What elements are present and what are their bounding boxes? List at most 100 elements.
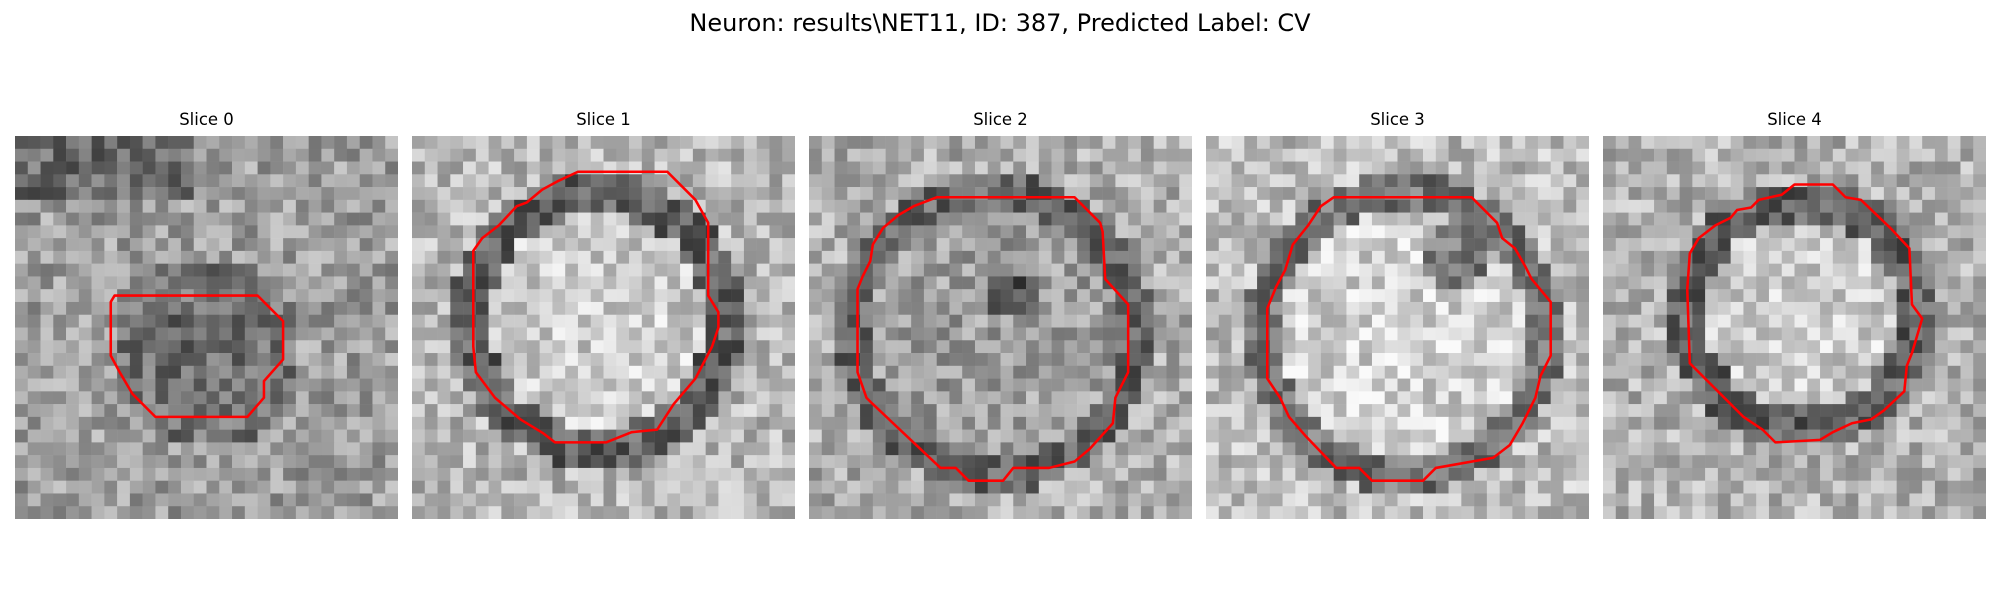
image-pixel (1128, 467, 1142, 481)
image-pixel (1295, 161, 1309, 175)
image-pixel (308, 353, 322, 367)
image-pixel (743, 467, 757, 481)
image-pixel (1717, 467, 1731, 481)
image-pixel (1666, 212, 1680, 226)
image-pixel (860, 365, 874, 379)
image-pixel (1140, 276, 1154, 290)
image-pixel (1550, 327, 1564, 341)
image-pixel (1883, 365, 1897, 379)
image-pixel (1166, 289, 1180, 303)
image-pixel (526, 429, 540, 443)
image-pixel (450, 493, 464, 507)
image-pixel (283, 148, 297, 162)
image-pixel (692, 148, 706, 162)
image-pixel (565, 161, 579, 175)
image-pixel (219, 416, 233, 430)
image-pixel (821, 442, 835, 456)
image-pixel (1346, 506, 1360, 519)
image-pixel (206, 327, 220, 341)
image-pixel (1628, 378, 1642, 392)
image-pixel (1794, 276, 1808, 290)
image-pixel (1423, 301, 1437, 315)
image-pixel (974, 263, 988, 277)
image-pixel (1102, 480, 1116, 494)
image-pixel (1231, 289, 1245, 303)
image-pixel (142, 199, 156, 213)
image-pixel (334, 225, 348, 239)
image-pixel (1474, 314, 1488, 328)
image-pixel (206, 199, 220, 213)
image-pixel (987, 199, 1001, 213)
image-pixel (1576, 263, 1589, 277)
image-pixel (809, 187, 823, 201)
image-pixel (1883, 301, 1897, 315)
image-pixel (1858, 225, 1872, 239)
image-pixel (283, 455, 297, 469)
image-pixel (1641, 480, 1655, 494)
image-pixel (1128, 263, 1142, 277)
image-pixel (1705, 442, 1719, 456)
image-pixel (1743, 429, 1757, 443)
image-pixel (1166, 263, 1180, 277)
image-pixel (1448, 161, 1462, 175)
image-pixel (987, 289, 1001, 303)
image-pixel (616, 263, 630, 277)
image-pixel (1550, 263, 1564, 277)
image-pixel (1308, 238, 1322, 252)
image-pixel (117, 250, 131, 264)
image-pixel (923, 404, 937, 418)
image-pixel (885, 136, 899, 150)
image-pixel (1423, 250, 1437, 264)
image-pixel (424, 199, 438, 213)
image-pixel (1115, 136, 1129, 150)
image-pixel (603, 327, 617, 341)
image-pixel (1807, 199, 1821, 213)
image-pixel (66, 429, 80, 443)
image-pixel (1909, 263, 1923, 277)
image-pixel (1654, 136, 1668, 150)
image-pixel (1525, 429, 1539, 443)
image-pixel (321, 429, 335, 443)
image-pixel (129, 225, 143, 239)
image-pixel (155, 301, 169, 315)
image-pixel (949, 506, 963, 519)
image-pixel (514, 506, 528, 519)
image-pixel (168, 250, 182, 264)
image-pixel (1692, 480, 1706, 494)
image-pixel (962, 276, 976, 290)
image-pixel (193, 250, 207, 264)
image-pixel (936, 161, 950, 175)
image-pixel (346, 148, 360, 162)
image-pixel (847, 480, 861, 494)
image-pixel (488, 429, 502, 443)
image-pixel (1051, 212, 1065, 226)
image-pixel (450, 455, 464, 469)
image-pixel (987, 480, 1001, 494)
image-pixel (603, 174, 617, 188)
image-pixel (1820, 289, 1834, 303)
image-pixel (1384, 174, 1398, 188)
image-pixel (1115, 467, 1129, 481)
image-pixel (193, 174, 207, 188)
image-pixel (1883, 276, 1897, 290)
image-pixel (295, 301, 309, 315)
image-pixel (1333, 314, 1347, 328)
image-pixel (1295, 212, 1309, 226)
image-pixel (809, 429, 823, 443)
image-pixel (782, 429, 795, 443)
image-pixel (834, 314, 848, 328)
image-pixel (974, 161, 988, 175)
image-pixel (1461, 327, 1475, 341)
image-pixel (629, 136, 643, 150)
image-pixel (1666, 480, 1680, 494)
image-pixel (475, 506, 489, 519)
image-pixel (206, 493, 220, 507)
image-pixel (372, 161, 386, 175)
image-pixel (731, 404, 745, 418)
image-pixel (1102, 455, 1116, 469)
image-pixel (1845, 174, 1859, 188)
image-pixel (974, 506, 988, 519)
image-pixel (1474, 161, 1488, 175)
image-pixel (872, 442, 886, 456)
image-pixel (514, 391, 528, 405)
